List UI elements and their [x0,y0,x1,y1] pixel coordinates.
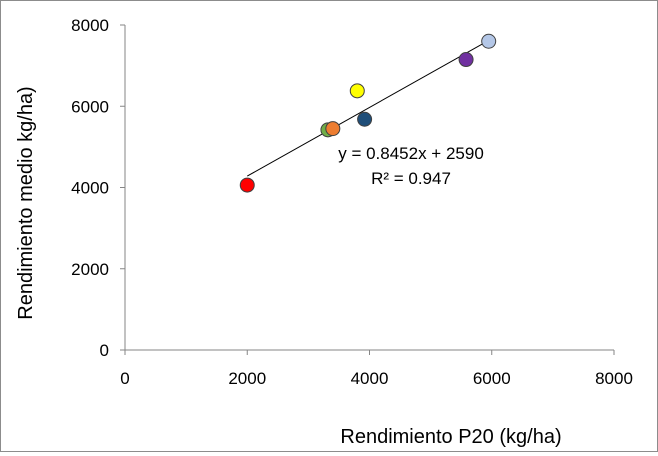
data-point [349,83,365,99]
y-axis-title: Rendimiento medio kg/ha) [15,86,37,319]
data-point [481,33,497,49]
data-point [458,52,474,68]
x-tick-label: 2000 [228,369,266,388]
data-point [239,177,255,193]
y-tick-label: 6000 [71,97,109,116]
y-tick-label: 2000 [71,260,109,279]
r-squared-label: R² = 0.947 [371,169,451,188]
trendline-group [247,40,489,177]
trendline-equation: y = 0.8452x + 2590 [338,144,484,163]
x-tick-label: 6000 [473,369,511,388]
data-point [357,111,373,127]
y-tick-label: 0 [100,341,109,360]
data-point [325,121,341,137]
x-tick-label: 4000 [351,369,389,388]
x-axis-title: Rendimiento P20 (kg/ha) [340,426,561,448]
x-tick-label: 8000 [595,369,633,388]
tick-labels: 0 2000 4000 6000 8000 0 2000 4000 6000 8000 [71,16,633,388]
x-tick-label: 0 [120,369,129,388]
y-tick-label: 8000 [71,16,109,35]
y-tick-label: 4000 [71,179,109,198]
data-points [239,33,497,193]
axes [120,24,615,355]
trendline [247,40,489,177]
